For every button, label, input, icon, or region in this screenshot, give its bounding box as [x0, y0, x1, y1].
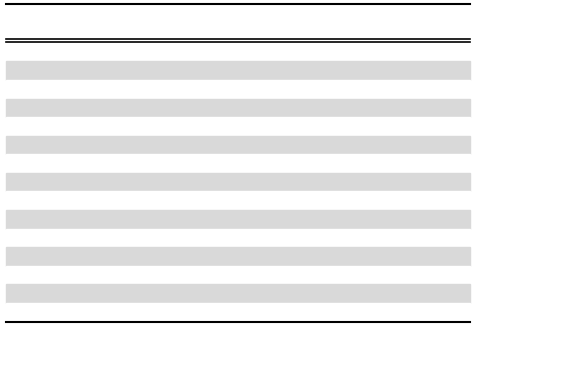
- Text: 1,0602: 1,0602: [170, 101, 219, 115]
- Text: 9,3940: 9,3940: [95, 287, 143, 301]
- Text: 6,2583%: 6,2583%: [368, 231, 430, 245]
- Text: 110: 110: [30, 231, 57, 245]
- Text: 10: 10: [35, 45, 52, 59]
- Text: 1,3788%: 1,3788%: [368, 64, 430, 78]
- Text: 3,9759: 3,9759: [170, 305, 219, 319]
- Text: 10,0650: 10,0650: [90, 305, 147, 319]
- Text: Perdas
(MW): Perdas (MW): [253, 8, 307, 38]
- Text: 50: 50: [35, 120, 52, 134]
- Text: 100: 100: [30, 212, 57, 226]
- Text: 0,5301: 0,5301: [170, 64, 219, 78]
- Text: 70: 70: [35, 157, 52, 171]
- Text: 2,0130: 2,0130: [95, 82, 143, 96]
- Text: 2,6506: 2,6506: [170, 212, 219, 226]
- Text: 2,3856: 2,3856: [170, 194, 219, 208]
- Text: 5,5587%: 5,5587%: [368, 194, 429, 208]
- Text: 2,6445%: 2,6445%: [368, 120, 429, 134]
- Text: 4,2755%: 4,2755%: [368, 175, 429, 189]
- Text: 5,9016%: 5,9016%: [368, 212, 430, 226]
- Text: Perdas
(% Carga Ativa): Perdas (% Carga Ativa): [337, 8, 461, 38]
- Text: Carga
(MW): Carga (MW): [96, 8, 142, 38]
- Text: 0,2651: 0,2651: [170, 45, 219, 59]
- Text: 5,3680: 5,3680: [95, 175, 143, 189]
- Text: 8,0520: 8,0520: [95, 250, 143, 264]
- Text: Carga
(Mvar): Carga (Mvar): [168, 8, 220, 38]
- Text: 90: 90: [35, 194, 52, 208]
- Text: 0,461926: 0,461926: [246, 231, 313, 245]
- Text: 3,1807: 3,1807: [170, 250, 219, 264]
- Text: 4,7419%: 4,7419%: [368, 157, 430, 171]
- Text: 3,6883%: 3,6883%: [368, 138, 430, 152]
- Text: 4,0260: 4,0260: [95, 138, 143, 152]
- Text: 2,9157: 2,9157: [170, 231, 219, 245]
- Text: 130: 130: [30, 268, 57, 282]
- Text: 80: 80: [35, 175, 52, 189]
- Text: 0,088724: 0,088724: [247, 120, 313, 134]
- Text: 0,018504: 0,018504: [247, 64, 313, 78]
- Text: 0,003241: 0,003241: [247, 45, 313, 59]
- Text: 8,7230: 8,7230: [95, 268, 143, 282]
- Text: 7,3810: 7,3810: [95, 231, 143, 245]
- Text: 1,5904: 1,5904: [170, 138, 219, 152]
- Text: 2,1205: 2,1205: [170, 175, 219, 189]
- Text: 4,6970: 4,6970: [95, 157, 143, 171]
- Text: 3,4458: 3,4458: [170, 268, 219, 282]
- Text: 0,598927: 0,598927: [247, 250, 313, 264]
- Text: 2,0430%: 2,0430%: [368, 101, 429, 115]
- Text: 1,3420: 1,3420: [95, 64, 143, 78]
- Text: 40: 40: [35, 101, 52, 115]
- Text: 20: 20: [35, 64, 52, 78]
- Text: Carga
(% Ponta): Carga (% Ponta): [5, 8, 82, 38]
- Text: 120: 120: [30, 250, 57, 264]
- Text: 0,986270: 0,986270: [247, 305, 313, 319]
- Text: 0,054835: 0,054835: [247, 101, 313, 115]
- Text: 6,0390: 6,0390: [95, 194, 143, 208]
- Text: 1,3253: 1,3253: [170, 120, 219, 134]
- Text: 7,9213%: 7,9213%: [368, 268, 430, 282]
- Text: 0,6710: 0,6710: [95, 45, 143, 59]
- Text: 6,7100: 6,7100: [95, 212, 143, 226]
- Text: 9,7990%: 9,7990%: [368, 305, 430, 319]
- Text: 30: 30: [35, 82, 52, 96]
- Text: 0,222727: 0,222727: [247, 157, 313, 171]
- Text: 0,823246: 0,823246: [247, 287, 313, 301]
- Text: 0,7952: 0,7952: [170, 82, 219, 96]
- Text: 150: 150: [30, 305, 57, 319]
- Text: 3,7109: 3,7109: [170, 287, 219, 301]
- Text: 60: 60: [35, 138, 52, 152]
- Text: 3,3550: 3,3550: [95, 120, 143, 134]
- Text: 2,6840: 2,6840: [95, 101, 143, 115]
- Text: 0,030201: 0,030201: [247, 82, 313, 96]
- Text: 0,229509: 0,229509: [247, 175, 313, 189]
- Text: 8,7635%: 8,7635%: [368, 287, 430, 301]
- Text: 0,335690: 0,335690: [247, 194, 313, 208]
- Text: 140: 140: [30, 287, 57, 301]
- Text: 0,148492: 0,148492: [247, 138, 313, 152]
- Text: 0,4830%: 0,4830%: [368, 45, 429, 59]
- Text: 0,690970: 0,690970: [247, 268, 313, 282]
- Text: 7,4383%: 7,4383%: [368, 250, 429, 264]
- Text: 1,5003%: 1,5003%: [368, 82, 429, 96]
- Text: 0,395997: 0,395997: [247, 212, 313, 226]
- Text: 1,8554: 1,8554: [170, 157, 219, 171]
